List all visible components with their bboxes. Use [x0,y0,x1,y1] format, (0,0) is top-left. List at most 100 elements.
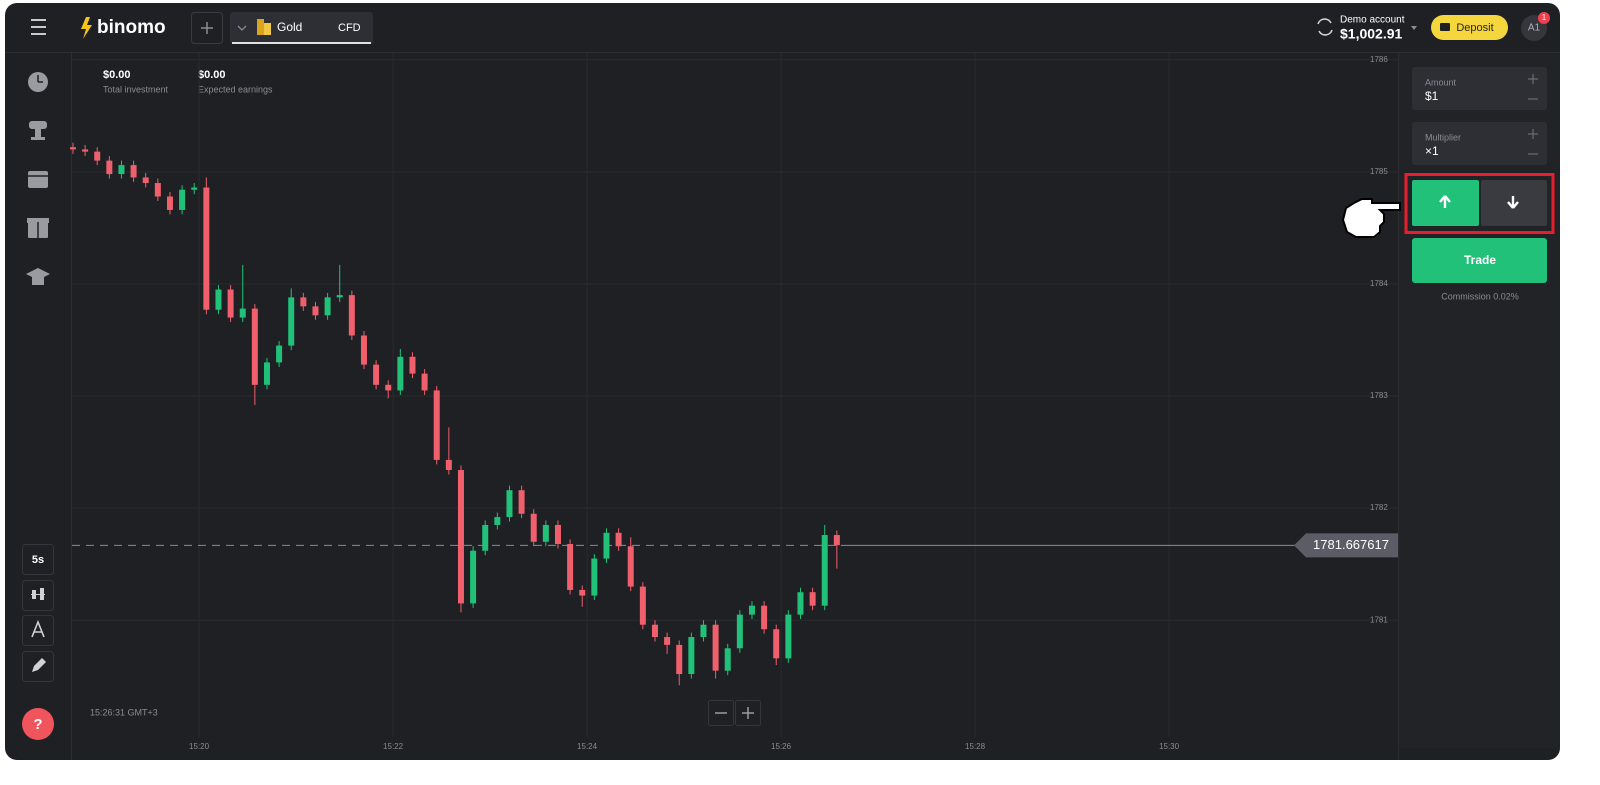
asset-tab[interactable] [230,12,373,44]
multiplier: ×1 [1425,144,1439,158]
candle-body [724,648,731,671]
candle-body [627,546,634,587]
indicators-button[interactable] [22,615,54,646]
timeframe-button[interactable] [22,544,54,575]
drawing-button[interactable] [22,651,54,682]
candle-body [736,614,743,649]
stat-label: Expected earnings [198,84,273,94]
pointer-hand [1341,198,1401,238]
chevron [237,25,247,31]
x-tick-label: 15:24 [577,742,598,751]
candle-body [567,544,574,590]
candle-body [433,390,440,460]
x-tick-label: 15:28 [965,742,986,751]
candle-body [494,517,501,525]
candle-body [482,524,489,551]
chart-type-icon [31,588,45,600]
app-frame [5,3,1560,760]
candle-body [651,624,658,638]
multiplier-stepper[interactable] [1528,129,1538,155]
candle-body [179,189,186,210]
trade-panel [1398,53,1560,748]
deposit-button[interactable] [1431,15,1508,40]
candle-body [518,490,525,514]
x-tick-label: 15:26 [771,742,792,751]
y-tick-label: 1781 [1370,615,1388,624]
timeframe: 5s [32,554,44,566]
candle-body [470,550,477,604]
candle-body [215,289,222,310]
candle-body [676,644,683,675]
zoom-out-button[interactable] [708,700,734,726]
candle-body [203,187,210,310]
candle-body [554,524,561,545]
add-icon [201,22,213,34]
candle-body [821,535,828,606]
avatar-label: A1 [1528,23,1541,34]
candle-body [348,295,355,336]
candle-body [688,637,695,675]
candle-body [336,295,343,298]
candle-body [239,308,246,318]
candle-body [154,183,161,197]
candle-body [664,637,671,645]
drawing-icon [32,658,46,672]
chart-type-button[interactable] [22,580,54,611]
candle-body [69,147,76,150]
candle-body [106,160,113,175]
price-chart: 1781 1782 1783 1784 1785 1786 15:20 15:22 15:24 1… [69,53,1398,751]
stat-value: $0.00 [103,69,131,81]
logo-icon [81,17,92,39]
candle-body [191,187,198,190]
gold-icon [257,19,271,35]
amount-field[interactable] [1412,67,1547,110]
down-arrow [1507,196,1519,209]
add-asset-button[interactable] [191,12,223,44]
highlight-box [1404,173,1555,234]
stat-label: Total investment [103,84,169,94]
menu-button[interactable] [31,19,46,35]
multiplier-field[interactable] [1412,122,1547,165]
candle-body [385,384,392,391]
amount: $1 [1425,89,1439,103]
candle-body [833,535,840,546]
candle-body [639,586,646,625]
switch-account-icon[interactable] [1317,18,1333,36]
balance: $1,002.91 [1340,26,1402,42]
candle-body [445,459,452,471]
candle-body [360,335,367,365]
wallet-icon [1440,23,1450,31]
icon-details [28,75,48,238]
trade-button[interactable] [1412,238,1547,283]
amount-stepper[interactable] [1528,74,1538,100]
candle-body [276,345,283,363]
account-caret[interactable] [1411,26,1417,30]
multiplier-label: Multiplier [1425,132,1461,142]
candle-body [263,362,270,385]
deposit-label: Deposit [1456,22,1493,34]
candle-body [530,513,537,542]
candle-body [809,592,816,606]
candle-body [761,605,768,630]
y-tick-label: 1784 [1370,279,1388,288]
stat-value: $0.00 [198,69,226,81]
up-arrow [1439,195,1451,208]
candle-body [251,308,258,385]
candle-body [591,558,598,596]
x-tick-label: 15:20 [189,742,210,751]
candle-body [712,624,719,671]
notification-badge [1538,12,1550,24]
candle-body [579,589,586,596]
help-button[interactable] [22,708,54,740]
x-tick-label: 15:30 [1159,742,1180,751]
y-tick-label: 1782 [1370,503,1388,512]
candle-body [118,165,125,175]
zoom-in-button[interactable] [735,700,761,726]
candle-body [94,151,101,161]
candle-body [142,177,149,184]
candle-body [130,165,137,178]
y-tick-label: 1786 [1370,55,1388,64]
zoom-in-icon [742,707,754,719]
